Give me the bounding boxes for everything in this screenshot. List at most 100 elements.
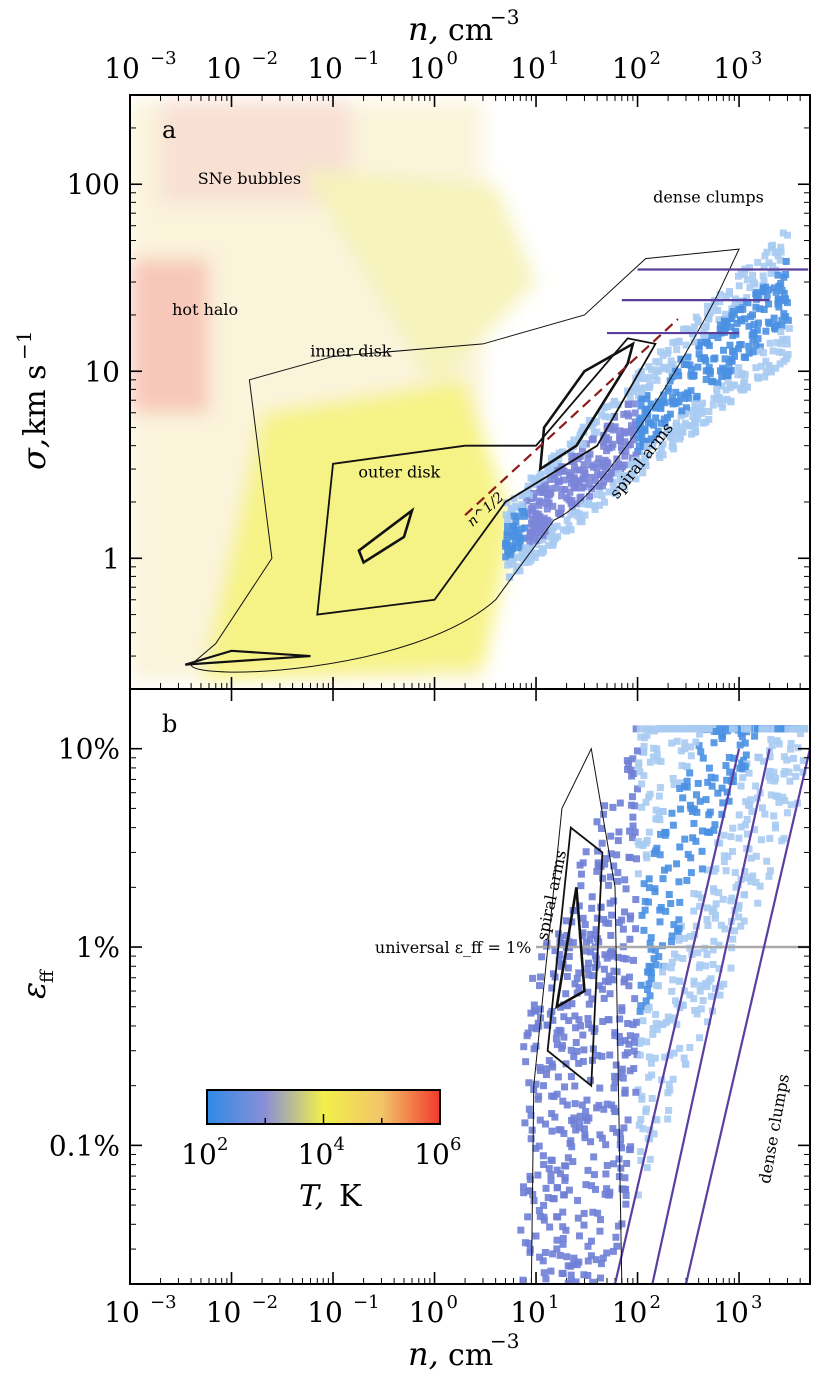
y-tick-b-2: 10% [58, 733, 120, 766]
svg-text:0: 0 [447, 48, 458, 69]
svg-text:n,: n, [408, 1335, 439, 1373]
svg-text:10: 10 [612, 1296, 648, 1329]
annotation-inner-disk: inner disk [310, 341, 392, 360]
x-tick-bottom--2: 10 −2 [206, 1292, 278, 1329]
svg-text:3: 3 [751, 48, 762, 69]
x-tick-top--2: 10 −2 [206, 48, 278, 85]
annotation-dense-clumps: dense clumps [755, 1073, 793, 1185]
colorbar-label: T, K [299, 1179, 362, 1214]
svg-text:1: 1 [548, 48, 559, 69]
bottom-x-axis-label: n, cm −3 [408, 1329, 519, 1373]
svg-text:10: 10 [713, 52, 749, 85]
svg-text:10: 10 [510, 1296, 546, 1329]
contour-low-sigma [184, 649, 311, 666]
x-tick-top--1: 10 −1 [307, 48, 379, 85]
contour-b-core [555, 887, 586, 1010]
svg-text:−2: −2 [252, 48, 279, 69]
svg-text:10: 10 [104, 52, 140, 85]
x-tick-bottom-1: 10 1 [510, 1292, 559, 1329]
y-tick-a-0: 1 [102, 542, 120, 575]
axis-labels: n, cm −3 n, cm −3 σ, km s −1 ε ff [12, 5, 519, 1373]
svg-text:10: 10 [298, 1138, 334, 1171]
svg-text:6: 6 [450, 1134, 461, 1155]
svg-text:−1: −1 [353, 48, 380, 69]
contour-b-outer [530, 747, 623, 1284]
x-tick-bottom--3: 10 −3 [104, 1292, 176, 1329]
svg-text:10: 10 [713, 1296, 749, 1329]
x-tick-top-3: 10 3 [713, 48, 762, 85]
svg-text:10: 10 [307, 52, 343, 85]
svg-text:10: 10 [414, 1138, 450, 1171]
svg-text:ff: ff [37, 969, 58, 983]
panel-a: SNe bubbles hot halo inner disk outer disk d… [67, 48, 811, 1284]
svg-text:1: 1 [548, 1292, 559, 1313]
annotation-SNe-bubbles: SNe bubbles [198, 169, 301, 188]
panel-a-diffuse-gas [130, 100, 537, 682]
contour-inner-outer-disk [357, 507, 415, 565]
efficiency-curve-1 [651, 748, 771, 1284]
svg-text:−3: −3 [150, 1292, 177, 1313]
y-tick-b-1: 1% [76, 931, 120, 964]
svg-text:2: 2 [650, 48, 661, 69]
universal-line-label: universal ε_ff = 1% [375, 938, 531, 957]
efficiency-curve-0 [613, 748, 741, 1284]
svg-text:−2: −2 [252, 1292, 279, 1313]
svg-text:−3: −3 [150, 48, 177, 69]
colorbar: 10 2 10 4 10 6T, K [181, 1089, 461, 1214]
colorbar-tick-0: 10 2 [181, 1134, 228, 1171]
region-hot-halo [130, 258, 209, 413]
svg-text:0: 0 [447, 1292, 458, 1313]
panel-a-letter: a [162, 116, 176, 144]
panel-a-heatmap [130, 100, 793, 682]
trend-line [464, 318, 679, 516]
svg-text:K: K [339, 1179, 362, 1214]
annotation-outer-disk: outer disk [358, 463, 440, 482]
y-tick-a-2: 100 [67, 168, 120, 201]
y-tick-a-1: 10 [84, 355, 120, 388]
svg-text:10: 10 [307, 1296, 343, 1329]
x-tick-top-2: 10 2 [612, 48, 661, 85]
svg-text:cm: cm [448, 1338, 493, 1373]
contour-middle [316, 337, 657, 616]
svg-text:10: 10 [409, 1296, 445, 1329]
svg-text:T,: T, [299, 1179, 324, 1214]
panel-a-y-axis-label: σ, km s −1 [12, 331, 53, 470]
svg-text:10: 10 [206, 52, 242, 85]
svg-text:10: 10 [409, 52, 445, 85]
contour-b-inner [546, 825, 604, 1088]
panel-b-ticks: 10 −3 10 −2 10 −1 10 0 10 1 10 2 10 30.1%1%10% [49, 688, 810, 1329]
colorbar-tick-2: 10 6 [414, 1134, 461, 1171]
panel-b-letter: b [162, 710, 177, 738]
svg-text:n,: n, [408, 10, 439, 48]
x-tick-bottom-3: 10 3 [713, 1292, 762, 1329]
top-x-axis-label: n, cm −3 [408, 5, 519, 48]
region-outer-disk [200, 379, 514, 682]
svg-text:km s: km s [18, 364, 53, 436]
svg-text:−1: −1 [12, 331, 36, 360]
svg-text:2: 2 [650, 1292, 661, 1313]
annotation-hot-halo: hot halo [172, 300, 238, 319]
contour-outer [190, 248, 740, 673]
contour-inner-spiral-arms [538, 341, 635, 472]
region-inner-disk [302, 169, 537, 390]
panel-a-cold-gas [502, 229, 793, 581]
panel-b-y-axis-label: ε ff [15, 969, 58, 999]
y-tick-b-0: 0.1% [49, 1129, 120, 1162]
x-tick-bottom-2: 10 2 [612, 1292, 661, 1329]
svg-text:3: 3 [751, 1292, 762, 1313]
svg-text:10: 10 [510, 52, 546, 85]
svg-text:−1: −1 [353, 1292, 380, 1313]
svg-text:cm: cm [448, 13, 493, 48]
svg-text:2: 2 [217, 1134, 228, 1155]
svg-text:−3: −3 [490, 1329, 519, 1353]
svg-text:10: 10 [206, 1296, 242, 1329]
svg-text:10: 10 [612, 52, 648, 85]
svg-text:−3: −3 [490, 5, 519, 29]
annotation-dense-clumps: dense clumps [653, 187, 764, 206]
svg-text:10: 10 [104, 1296, 140, 1329]
x-tick-bottom--1: 10 −1 [307, 1292, 379, 1329]
colorbar-tick-1: 10 4 [298, 1134, 345, 1171]
efficiency-curve-2 [684, 748, 810, 1284]
